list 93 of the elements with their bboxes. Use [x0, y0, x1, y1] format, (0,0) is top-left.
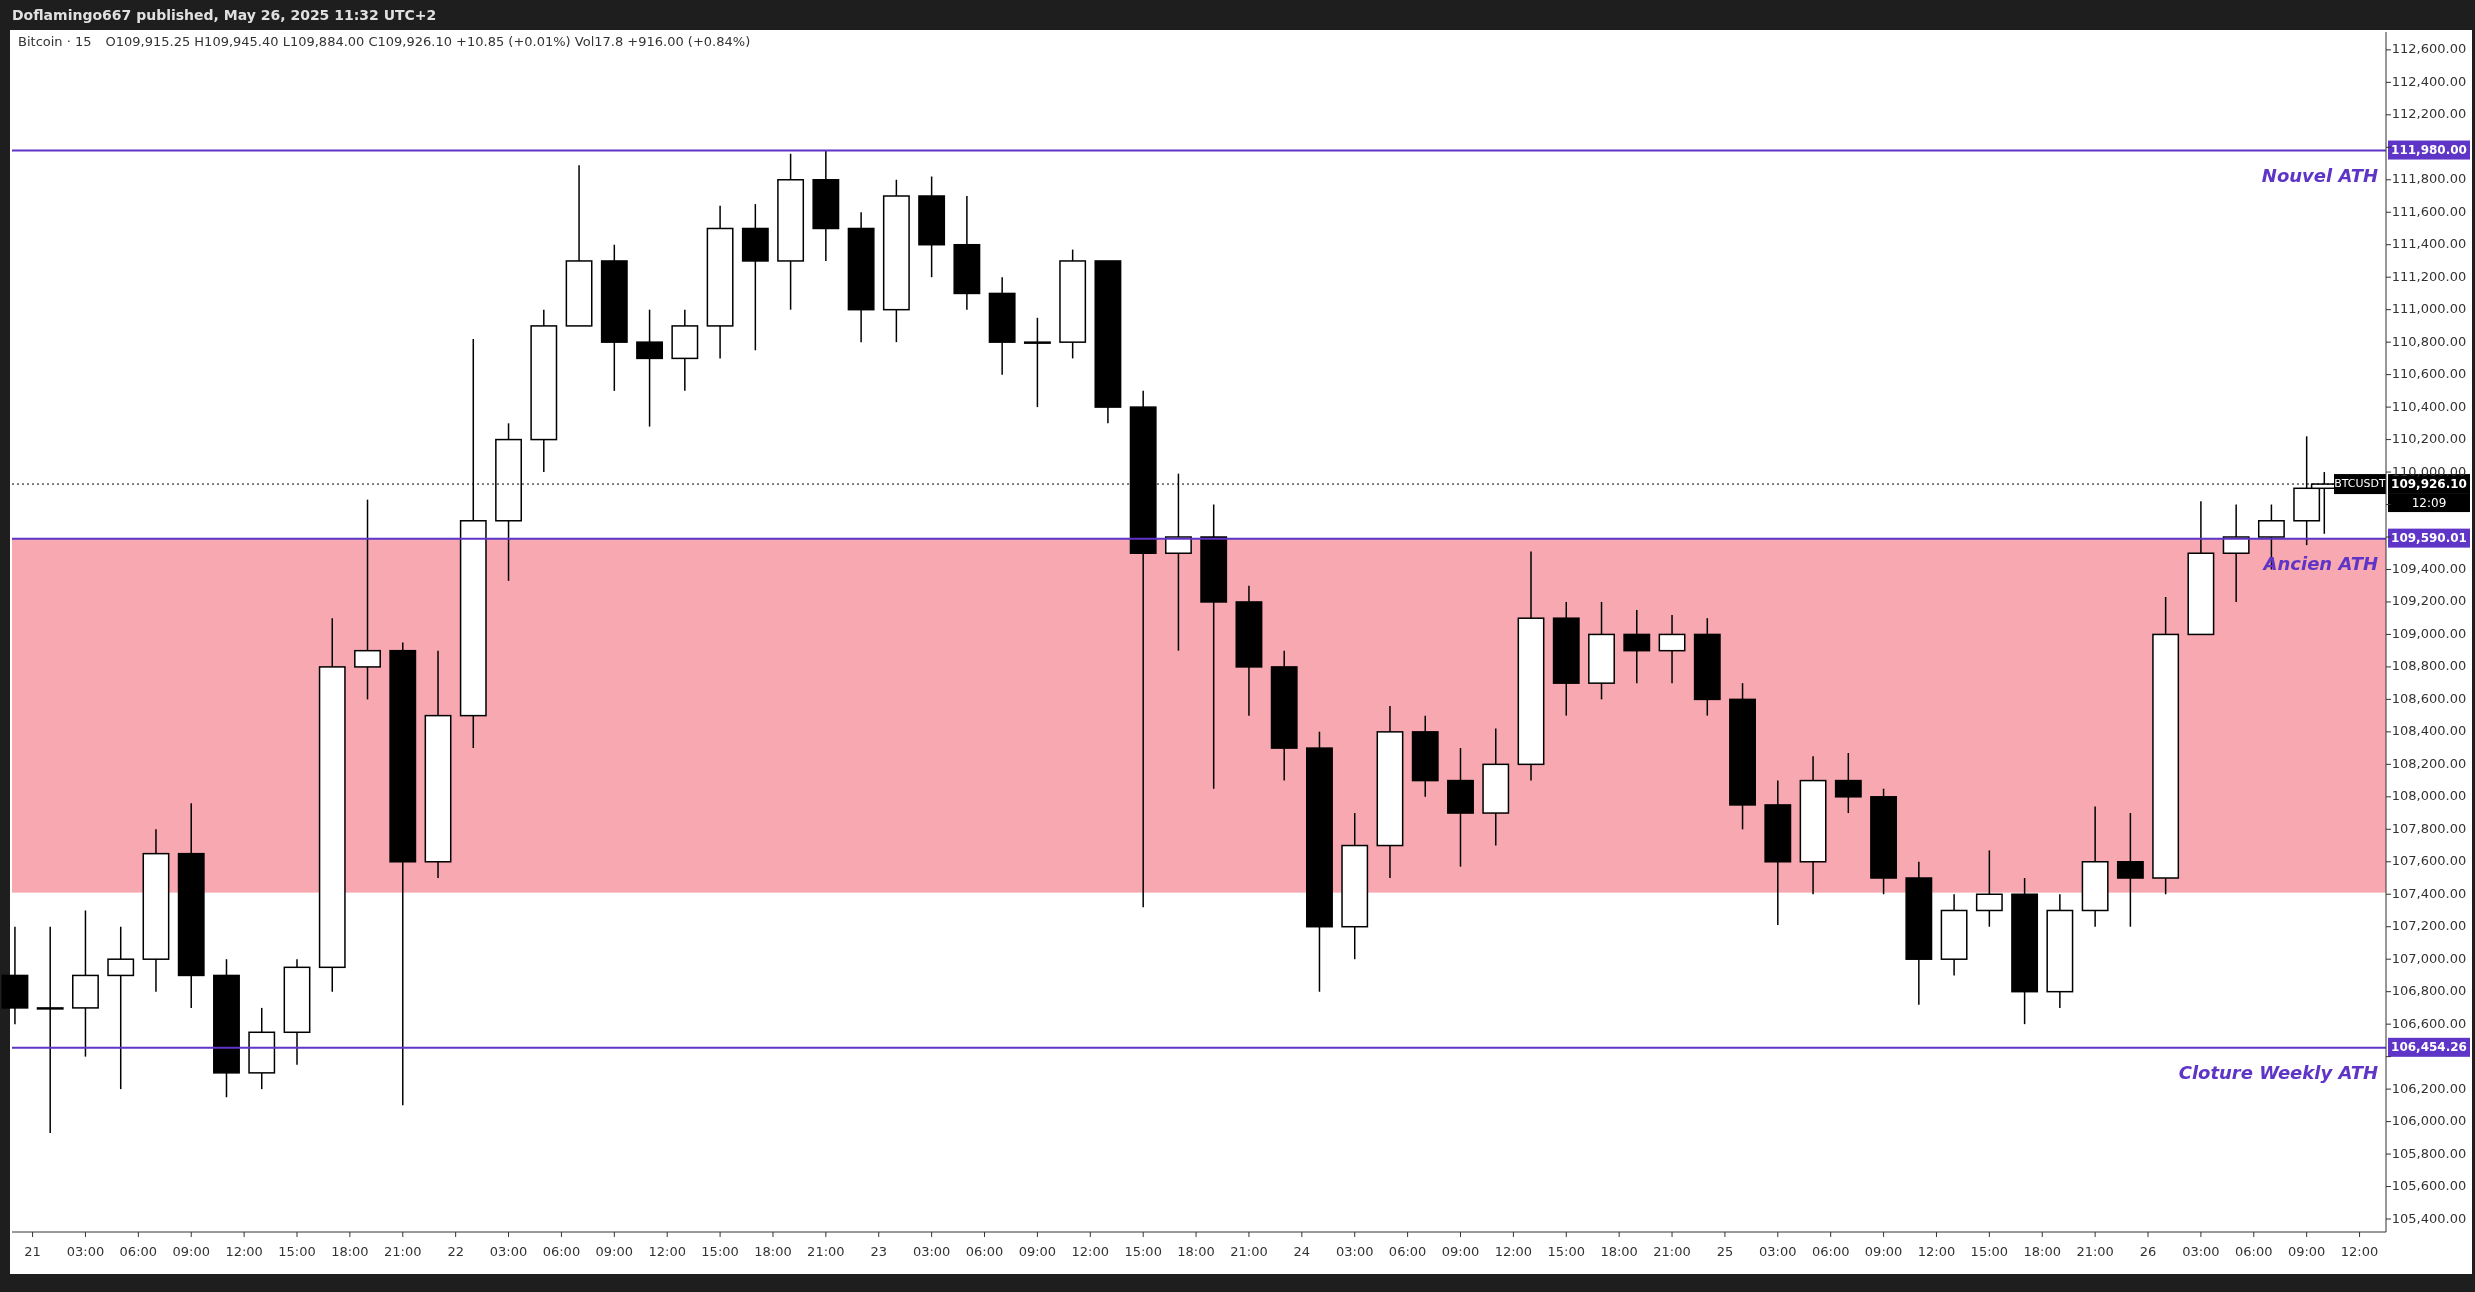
y-tick-label: 110,200.00 — [2391, 431, 2467, 447]
y-tick-label: 105,800.00 — [2391, 1145, 2467, 1161]
x-tick-label: 12:00 — [1917, 1243, 1956, 1259]
candlestick — [636, 308, 664, 428]
x-tick-label: 21:00 — [807, 1243, 845, 1259]
y-tick-label: 110,600.00 — [2391, 366, 2467, 382]
x-tick-label: 09:00 — [1864, 1243, 1903, 1259]
y-tick-label: 106,600.00 — [2391, 1015, 2467, 1031]
x-tick-label: 24 — [1293, 1243, 1311, 1259]
y-tick-label: 112,600.00 — [2391, 41, 2467, 57]
y-tick-label: 107,200.00 — [2391, 918, 2467, 934]
y-tick-label: 108,800.00 — [2391, 658, 2467, 674]
y-tick-label: 105,600.00 — [2391, 1178, 2467, 1194]
y-tick-label: 107,600.00 — [2391, 853, 2467, 869]
y-tick-label: 108,200.00 — [2391, 755, 2467, 771]
candlestick — [354, 498, 381, 701]
y-tick-label: 108,000.00 — [2391, 788, 2467, 804]
x-tick-label: 09:00 — [172, 1243, 210, 1259]
x-tick-label: 12:00 — [2340, 1243, 2379, 1259]
x-tick-label: 06:00 — [965, 1243, 1004, 1259]
x-tick-label: 09:00 — [1441, 1243, 1480, 1259]
x-tick-label: 18:00 — [754, 1243, 792, 1259]
x-tick-label: 21:00 — [1653, 1243, 1691, 1259]
candlestick — [36, 925, 64, 1134]
x-tick-label: 12:00 — [1071, 1243, 1110, 1259]
y-tick-label: 110,800.00 — [2391, 333, 2467, 349]
x-tick-label: 21:00 — [2076, 1243, 2114, 1259]
x-tick-label: 23 — [870, 1243, 888, 1259]
y-tick-label: 112,200.00 — [2391, 106, 2467, 122]
x-tick-label: 12:00 — [225, 1243, 263, 1259]
y-tick-label: 106,200.00 — [2391, 1080, 2467, 1096]
y-tick-label: 105,400.00 — [2391, 1210, 2467, 1226]
text: Doflamingo667 published, May 26, 2025 11:32 UTC+2 — [12, 7, 437, 23]
y-tick-label: 111,400.00 — [2391, 236, 2467, 252]
text: 111,980.00 — [2391, 143, 2467, 158]
x-tick-label: 03:00 — [66, 1243, 105, 1259]
x-tick-label: 15:00 — [1970, 1243, 2009, 1259]
ref-line-label: BTCUSDT — [2334, 477, 2387, 491]
x-tick-label: 03:00 — [1759, 1243, 1797, 1259]
y-tick-label: 111,600.00 — [2391, 203, 2467, 219]
y-tick-label: 107,000.00 — [2391, 950, 2467, 966]
text: 12:09 — [2411, 495, 2447, 510]
x-tick-label: 09:00 — [595, 1243, 634, 1259]
ref-line-label: Cloture Weekly ATH — [2178, 1061, 2378, 1083]
x-tick-label: 06:00 — [1811, 1243, 1850, 1259]
x-tick-label: 18:00 — [1600, 1243, 1638, 1259]
x-tick-label: 15:00 — [1547, 1243, 1585, 1259]
candlestick — [107, 925, 135, 1090]
x-tick-label: 12:00 — [1494, 1243, 1533, 1259]
x-tick-label: 03:00 — [2182, 1243, 2220, 1259]
text: 106,454.26 — [2391, 1040, 2467, 1055]
text: 109,926.10 — [2391, 476, 2467, 491]
x-tick-label: 21:00 — [384, 1243, 422, 1259]
x-tick-label: 15:00 — [701, 1243, 739, 1259]
candlestick — [1023, 317, 1051, 408]
y-tick-label: 106,800.00 — [2391, 983, 2467, 999]
x-tick-label: 06:00 — [542, 1243, 581, 1259]
x-tick-label: 18:00 — [1177, 1243, 1215, 1259]
x-tick-label: 15:00 — [278, 1243, 316, 1259]
x-tick-label: 21:00 — [1230, 1243, 1268, 1259]
chart-title: Bitcoin · 15 — [18, 33, 92, 49]
y-tick-label: 108,400.00 — [2391, 723, 2467, 739]
x-tick-label: 15:00 — [1124, 1243, 1162, 1259]
y-tick-label: 111,200.00 — [2391, 268, 2467, 284]
x-tick-label: 03:00 — [1335, 1243, 1374, 1259]
x-tick-label: 18:00 — [2023, 1243, 2061, 1259]
y-tick-label: 110,400.00 — [2391, 398, 2467, 414]
y-tick-label: 108,600.00 — [2391, 690, 2467, 706]
x-tick-label: 26 — [2139, 1243, 2157, 1259]
chart-subtitle: O109,915.25 H109,945.40 L109,884.00 C109,926.10 +10.85 (+0.01%) Vol17.8 +916.00 (+0.84%) — [105, 33, 751, 49]
x-tick-label: 25 — [1716, 1243, 1734, 1259]
x-tick-label: 06:00 — [2235, 1243, 2273, 1259]
x-tick-label: 09:00 — [1018, 1243, 1057, 1259]
y-tick-label: 111,800.00 — [2391, 171, 2467, 187]
x-tick-label: 18:00 — [331, 1243, 369, 1259]
y-tick-label: 107,400.00 — [2391, 885, 2467, 901]
x-tick-label: 06:00 — [1388, 1243, 1427, 1259]
y-tick-label: 111,000.00 — [2391, 301, 2467, 317]
x-tick-label: 21 — [24, 1243, 41, 1259]
x-tick-label: 03:00 — [912, 1243, 951, 1259]
x-tick-label: 22 — [447, 1243, 464, 1259]
x-tick-label: 12:00 — [648, 1243, 686, 1259]
y-tick-label: 112,400.00 — [2391, 73, 2467, 89]
y-tick-label: 109,200.00 — [2391, 593, 2467, 609]
y-tick-label: 107,800.00 — [2391, 820, 2467, 836]
x-tick-label: 03:00 — [489, 1243, 528, 1259]
text: 109,590.01 — [2391, 531, 2467, 546]
y-tick-label: 106,000.00 — [2391, 1113, 2467, 1129]
y-tick-label: 109,400.00 — [2391, 560, 2467, 576]
ref-line-label: Nouvel ATH — [2261, 164, 2378, 186]
y-tick-label: 109,000.00 — [2391, 625, 2467, 641]
x-tick-label: 06:00 — [119, 1243, 158, 1259]
x-tick-label: 09:00 — [2287, 1243, 2326, 1259]
